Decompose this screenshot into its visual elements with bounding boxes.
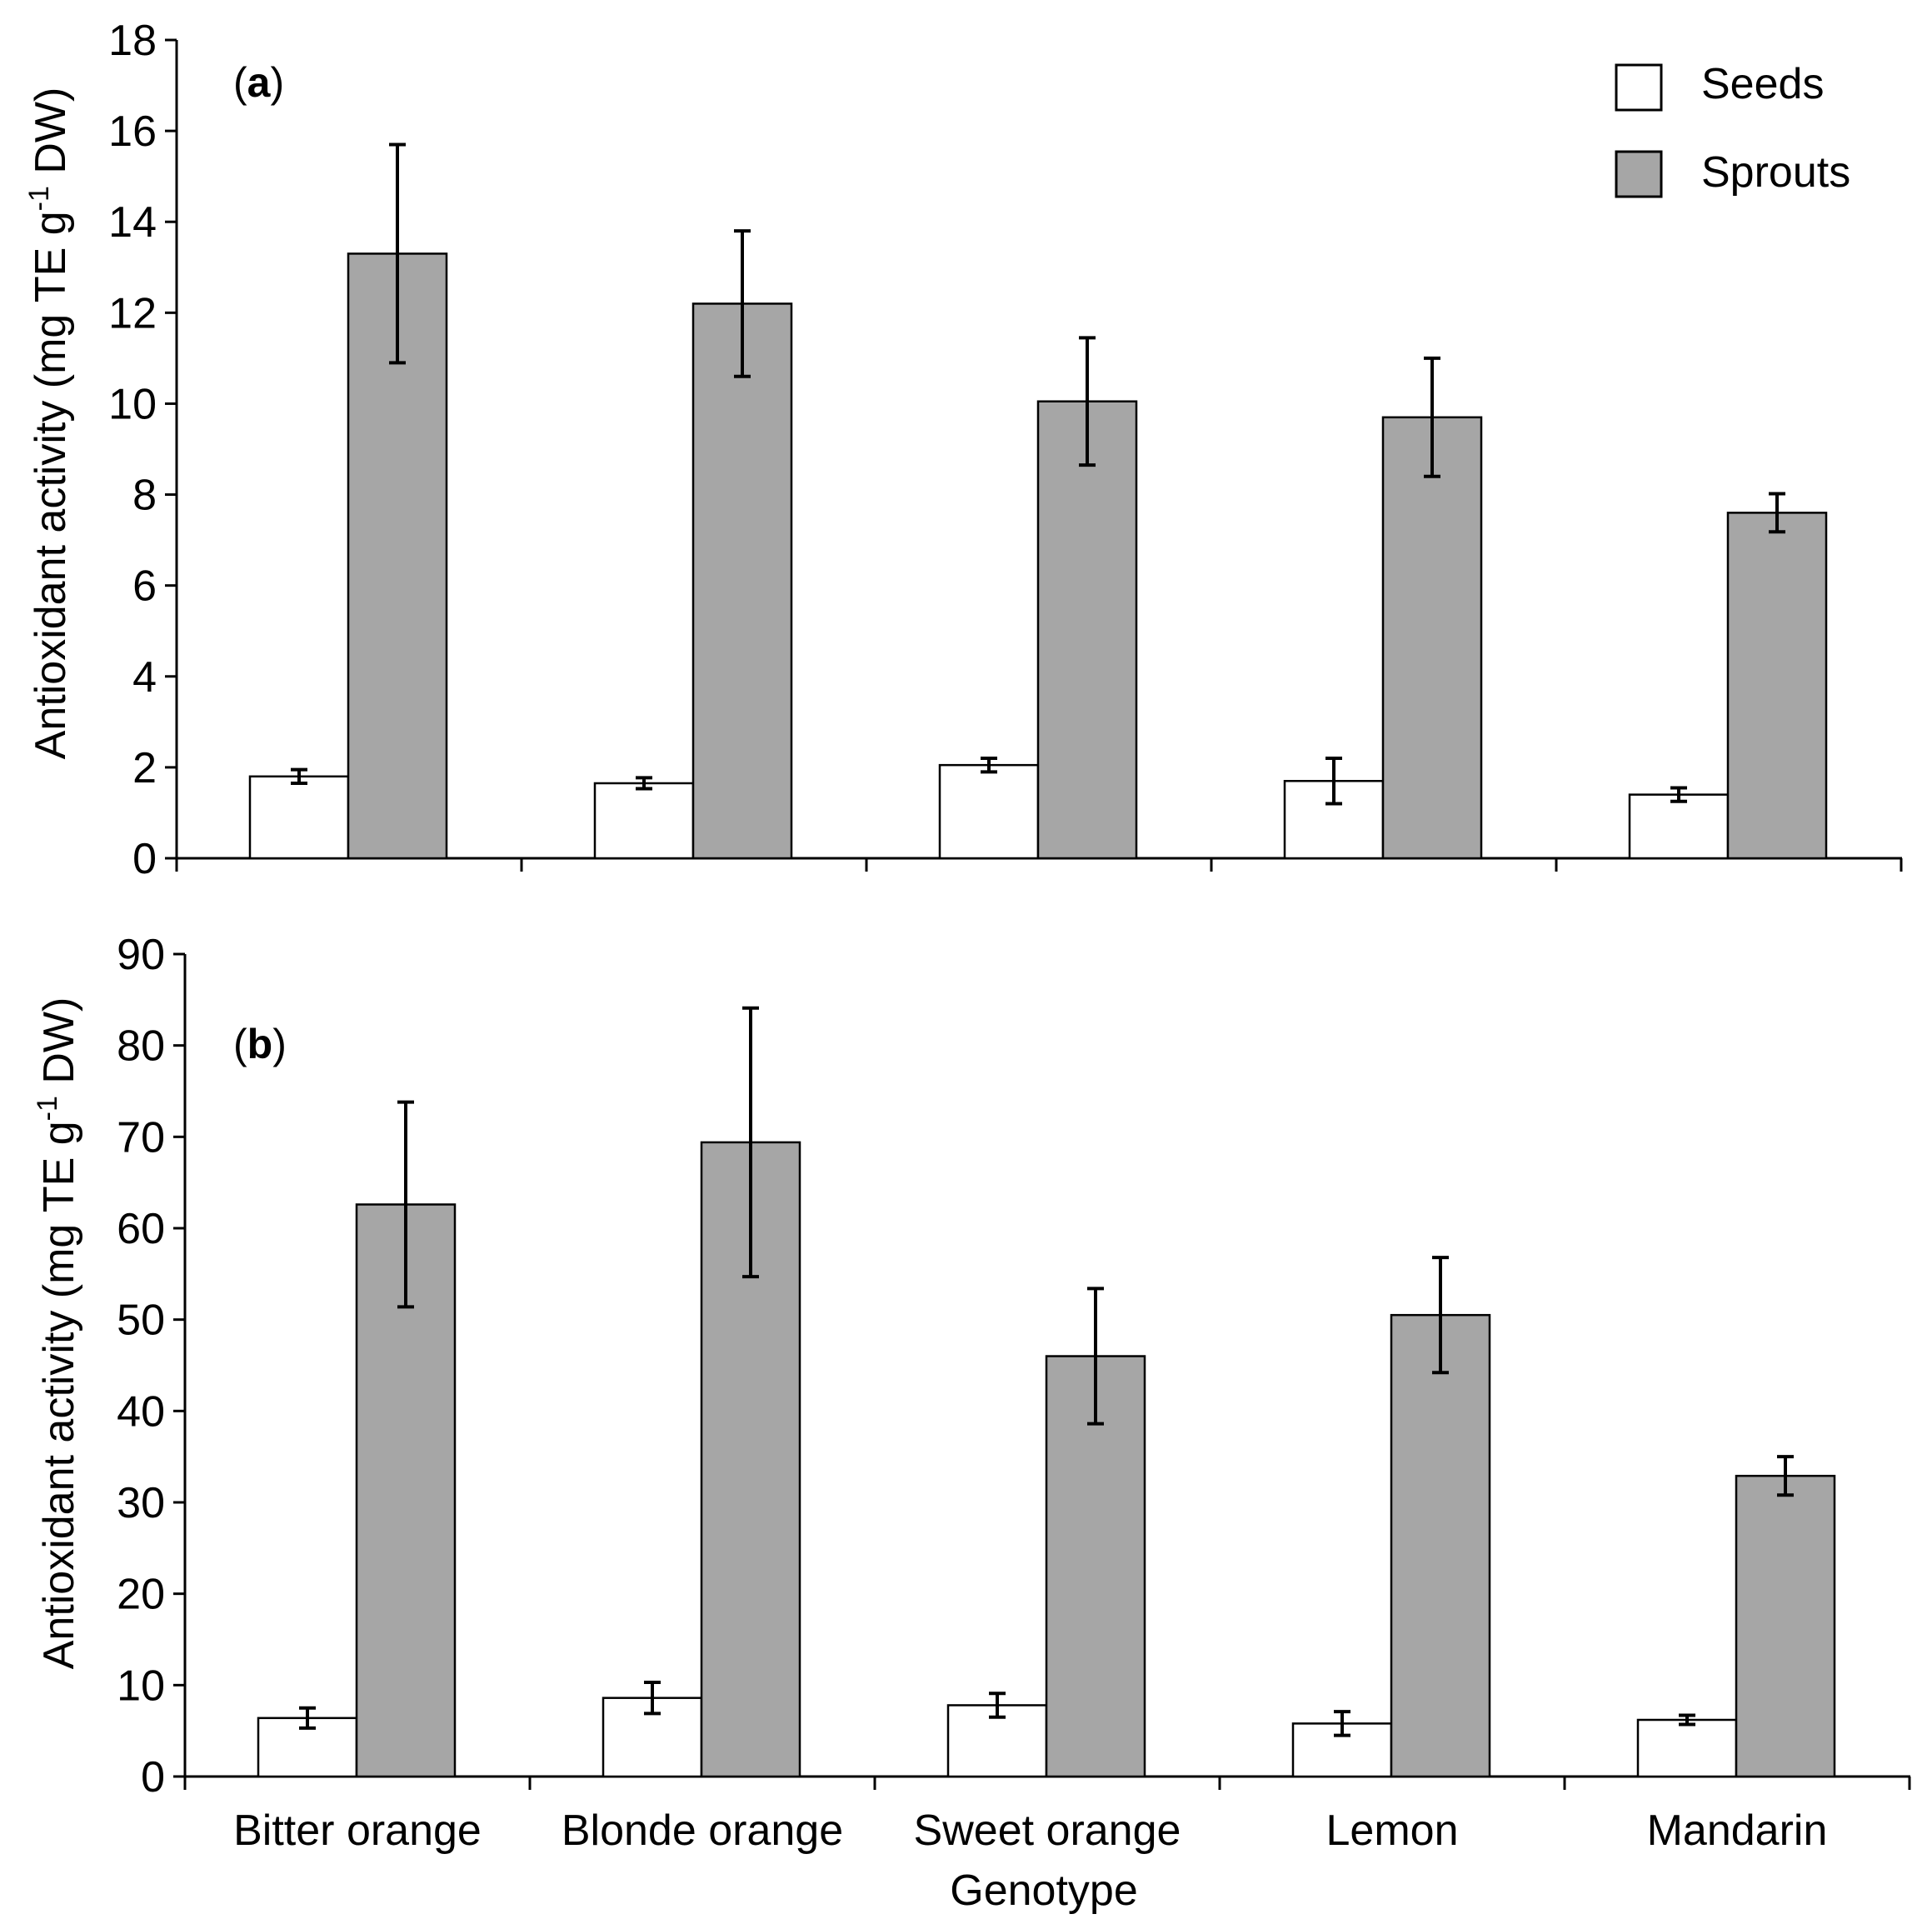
panel-b-ylabel: Antioxidant activity (mg TE g-1 DW) [32,997,83,1670]
panel-b-ylabel-main: Antioxidant activity (mg TE g [35,1121,83,1669]
panel-a-y-tick-label: 12 [108,289,157,337]
panel-b-y-tick-label: 30 [117,1479,165,1527]
panel-a-plot: 0 2 4 6 8 10 12 14 16 18 [108,17,1903,883]
panel-a-ylabel-end: DW) [27,87,75,186]
panel-b-ylabel-sup: -1 [32,1096,63,1121]
panel-a: Antioxidant activity (mg TE g-1 DW) (a) … [23,17,1903,883]
panel-b-y-tick-label: 50 [117,1297,165,1345]
category-label: Blonde orange [562,1807,843,1855]
panel-a-bar-seeds [248,775,350,860]
panel-b-letter: b [247,1021,273,1067]
panel-a-y-tick-label: 2 [132,744,157,792]
panel-b-y-tick-label: 60 [117,1205,165,1253]
legend-swatch-seeds [1615,63,1663,112]
legend-label-sprouts: Sprouts [1701,148,1850,197]
panel-b-bar-sprouts [1045,1355,1146,1778]
panel-a-y-tick-label: 8 [132,472,157,520]
panel-a-bar-seeds [938,763,1040,860]
panel-a-y-tick-label: 6 [132,562,157,611]
category-labels: Bitter orange Blonde orange Sweet orange Le… [233,1807,1827,1855]
panel-a-bar-sprouts [1036,400,1138,860]
panel-b-plot: 0 10 20 30 40 50 60 70 80 90 [117,931,1911,1802]
panel-a-bar-sprouts [1726,512,1828,860]
panel-a-ylabel: Antioxidant activity (mg TE g-1 DW) [23,87,75,760]
panel-b-bar-sprouts [1735,1474,1836,1778]
panel-b-y-tick-label: 20 [117,1571,165,1619]
category-label: Mandarin [1647,1807,1828,1855]
category-label: Lemon [1326,1807,1459,1855]
panel-b-y-tick-label: 0 [141,1753,165,1802]
panel-b-bar-sprouts [1390,1313,1491,1778]
panel-a-bar-sprouts [1381,416,1483,860]
legend-label-seeds: Seeds [1701,60,1824,108]
panel-a-label: (a) [233,59,284,106]
panel-b-bar-seeds [257,1717,358,1778]
panel-a-bar-seeds [1628,793,1730,860]
panel-a-bar-sprouts [347,252,448,860]
panel-a-letter: a [247,59,272,106]
legend: Seeds Sprouts [1615,60,1850,198]
panel-b-y-tick-label: 70 [117,1113,165,1162]
category-label: Bitter orange [233,1807,482,1855]
panel-b-label: (b) [233,1021,287,1067]
panel-a-y-tick-label: 16 [108,107,157,156]
panel-a-y-tick-label: 4 [132,653,157,702]
panel-a-bar-sprouts [691,302,793,860]
legend-swatch-sprouts [1615,150,1663,198]
panel-b-y-tick-label: 40 [117,1387,165,1436]
panel-b-y-tick-label: 90 [117,931,165,979]
panel-b-y-tick-label: 80 [117,1022,165,1071]
panel-b: Antioxidant activity (mg TE g-1 DW) (b) … [32,931,1911,1802]
panel-a-ylabel-main: Antioxidant activity (mg TE g [27,211,75,759]
panel-a-y-tick-label: 18 [108,17,157,65]
panel-a-bar-seeds [593,782,695,860]
panel-a-ylabel-sup: -1 [23,186,55,211]
panel-a-y-tick-label: 14 [108,198,157,247]
category-label: Sweet orange [914,1807,1181,1855]
panel-b-bar-seeds [1636,1718,1738,1778]
x-axis-title: Genotype [950,1867,1138,1915]
panel-a-y-tick-label: 0 [132,835,157,883]
panel-a-y-tick-label: 10 [108,380,157,428]
panel-b-y-tick-label: 10 [117,1662,165,1710]
panel-b-ylabel-end: DW) [35,997,83,1096]
